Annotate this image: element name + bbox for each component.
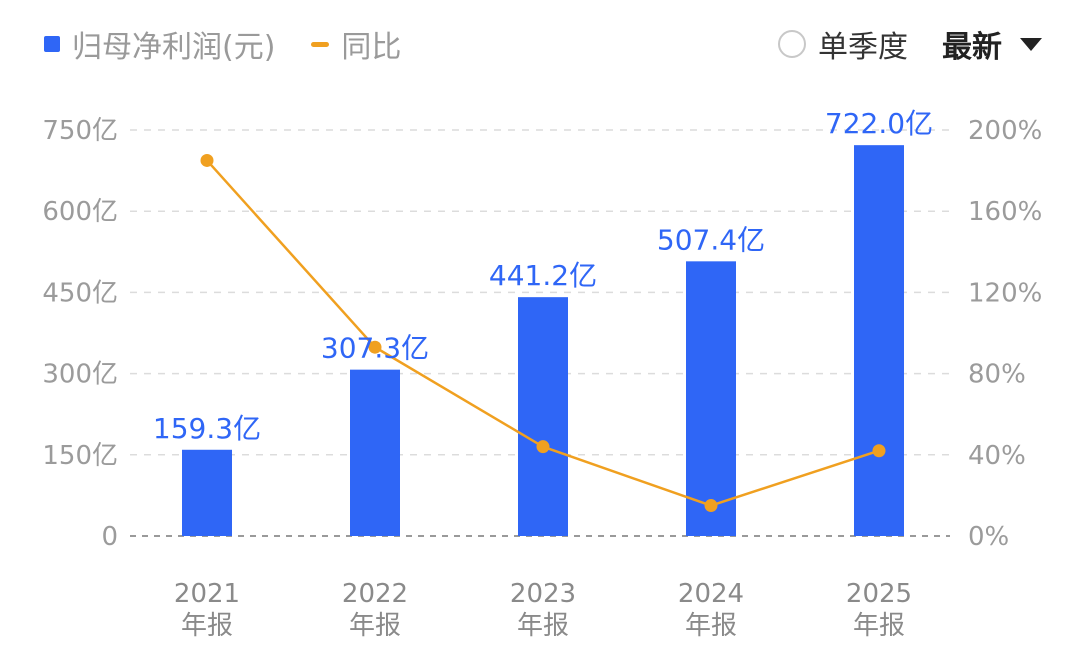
bar bbox=[350, 369, 400, 536]
bar-data-label: 159.3亿 bbox=[153, 412, 261, 445]
y-right-tick-label: 200% bbox=[968, 116, 1042, 146]
y-left-tick-label: 600亿 bbox=[42, 197, 118, 227]
yoy-point bbox=[704, 499, 718, 513]
y-left-tick-label: 150亿 bbox=[42, 441, 118, 471]
yoy-point bbox=[200, 153, 214, 167]
yoy-point bbox=[872, 444, 886, 458]
y-left-tick-label: 0 bbox=[101, 522, 118, 552]
x-tick-year: 2024 bbox=[678, 579, 744, 609]
x-tick-year: 2025 bbox=[846, 579, 912, 609]
y-right-tick-label: 160% bbox=[968, 197, 1042, 227]
line-legend-swatch bbox=[311, 41, 330, 47]
x-tick-suffix: 年报 bbox=[181, 611, 233, 641]
bar bbox=[182, 449, 232, 536]
x-tick-suffix: 年报 bbox=[685, 611, 737, 641]
x-tick-suffix: 年报 bbox=[517, 611, 569, 641]
x-tick-year: 2023 bbox=[510, 579, 576, 609]
dropdown-caret-icon[interactable] bbox=[1020, 37, 1042, 51]
bar-legend-swatch bbox=[44, 36, 60, 52]
bar-legend-label: 归母净利润(元) bbox=[72, 30, 276, 65]
y-left-tick-label: 750亿 bbox=[42, 116, 118, 146]
x-tick-suffix: 年报 bbox=[853, 611, 905, 641]
line-legend-label: 同比 bbox=[341, 30, 402, 65]
y-right-tick-label: 80% bbox=[968, 360, 1026, 390]
bar-data-label: 507.4亿 bbox=[657, 223, 765, 256]
quarter-toggle-label[interactable]: 单季度 bbox=[818, 30, 908, 65]
yoy-point bbox=[368, 340, 382, 354]
bar-data-label: 441.2亿 bbox=[489, 259, 597, 292]
bar bbox=[518, 297, 568, 536]
y-right-tick-label: 0% bbox=[968, 522, 1009, 552]
bar-data-label: 307.3亿 bbox=[321, 332, 429, 365]
x-tick-year: 2022 bbox=[342, 579, 408, 609]
bar bbox=[854, 145, 904, 536]
y-right-tick-label: 40% bbox=[968, 441, 1026, 471]
chart-controls: 单季度 最新 bbox=[778, 22, 1042, 66]
yoy-point bbox=[536, 440, 550, 454]
sort-dropdown-label[interactable]: 最新 bbox=[942, 30, 1002, 65]
chart-legend: 归母净利润(元) 同比 bbox=[44, 22, 401, 66]
x-tick-year: 2021 bbox=[174, 579, 240, 609]
bar bbox=[686, 261, 736, 536]
quarter-radio[interactable] bbox=[778, 30, 806, 58]
y-left-tick-label: 300亿 bbox=[42, 360, 118, 390]
y-left-tick-label: 450亿 bbox=[42, 278, 118, 308]
x-tick-suffix: 年报 bbox=[349, 611, 401, 641]
bar-data-label: 722.0亿 bbox=[825, 107, 933, 140]
y-right-tick-label: 120% bbox=[968, 278, 1042, 308]
